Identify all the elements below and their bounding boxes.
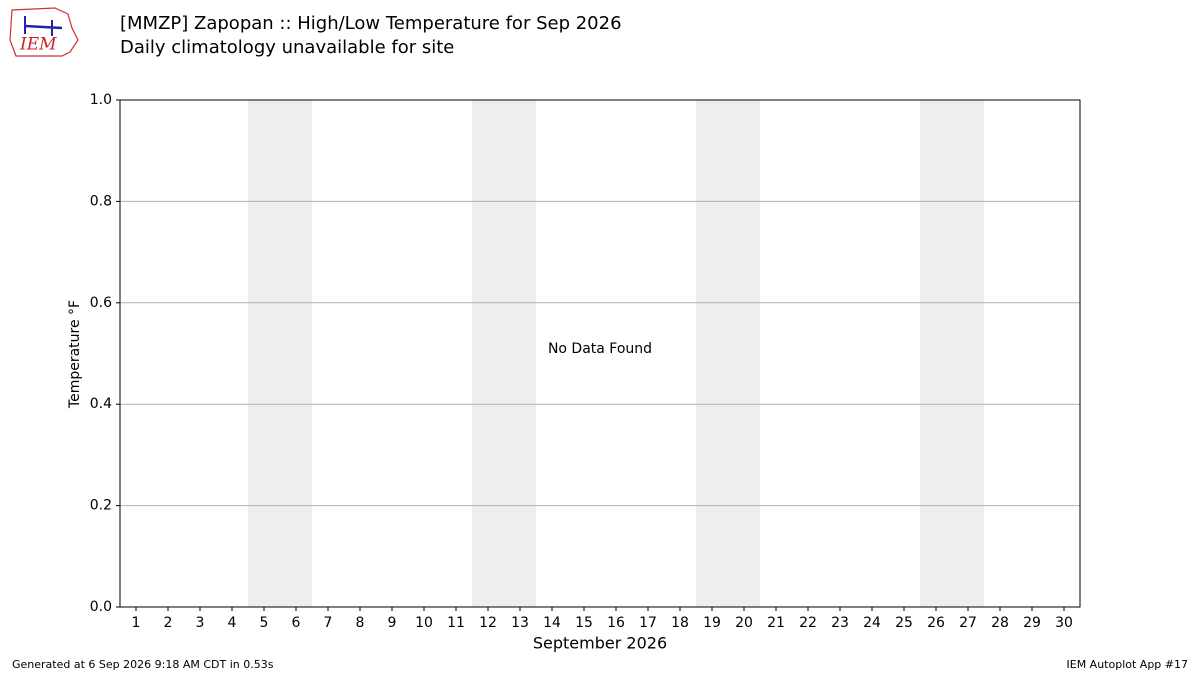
x-axis-label: September 2026 xyxy=(533,634,667,653)
y-tick-label: 0.4 xyxy=(90,396,112,412)
x-tick-label: 30 xyxy=(1055,615,1073,631)
x-tick-label: 22 xyxy=(799,615,817,631)
footer-left: Generated at 6 Sep 2026 9:18 AM CDT in 0… xyxy=(12,658,274,671)
x-tick-label: 6 xyxy=(292,615,301,631)
x-tick-label: 28 xyxy=(991,615,1009,631)
weekend-shade xyxy=(920,100,984,607)
x-tick-label: 13 xyxy=(511,615,529,631)
x-tick-label: 18 xyxy=(671,615,689,631)
x-tick-label: 5 xyxy=(260,615,269,631)
x-tick-label: 12 xyxy=(479,615,497,631)
x-tick-label: 3 xyxy=(196,615,205,631)
chart-title: [MMZP] Zapopan :: High/Low Temperature f… xyxy=(120,13,622,34)
x-tick-label: 4 xyxy=(228,615,237,631)
x-tick-label: 24 xyxy=(863,615,881,631)
footer-right: IEM Autoplot App #17 xyxy=(1067,658,1189,671)
x-tick-label: 7 xyxy=(324,615,333,631)
x-tick-label: 20 xyxy=(735,615,753,631)
y-tick-label: 0.6 xyxy=(90,295,112,311)
x-tick-label: 29 xyxy=(1023,615,1041,631)
weekend-shade xyxy=(696,100,760,607)
x-tick-label: 19 xyxy=(703,615,721,631)
x-tick-label: 15 xyxy=(575,615,593,631)
x-tick-label: 1 xyxy=(132,615,141,631)
y-tick-label: 1.0 xyxy=(90,92,112,108)
x-tick-label: 16 xyxy=(607,615,625,631)
x-tick-label: 17 xyxy=(639,615,657,631)
x-tick-label: 26 xyxy=(927,615,945,631)
x-tick-label: 9 xyxy=(388,615,397,631)
x-tick-label: 2 xyxy=(164,615,173,631)
x-tick-label: 14 xyxy=(543,615,561,631)
y-axis-label: Temperature °F xyxy=(67,300,83,409)
x-tick-label: 23 xyxy=(831,615,849,631)
x-tick-label: 25 xyxy=(895,615,913,631)
weekend-shade xyxy=(248,100,312,607)
chart-subtitle: Daily climatology unavailable for site xyxy=(120,37,454,58)
y-tick-label: 0.8 xyxy=(90,193,112,209)
x-tick-label: 10 xyxy=(415,615,433,631)
weekend-shade xyxy=(472,100,536,607)
plot-area: 0.00.20.40.60.81.01 2 3 4 5 6 7 8 9 10 11 12 13 14 15 1… xyxy=(90,92,1081,631)
y-tick-label: 0.2 xyxy=(90,498,112,514)
x-tick-label: 27 xyxy=(959,615,977,631)
plot-frame xyxy=(119,99,1081,608)
x-tick-label: 21 xyxy=(767,615,785,631)
annotation: No Data Found xyxy=(548,341,652,357)
y-tick-label: 0.0 xyxy=(90,599,112,615)
logo-text: IEM xyxy=(19,35,57,55)
logo: IEM xyxy=(9,7,79,57)
x-tick-label: 11 xyxy=(447,615,465,631)
x-tick-label: 8 xyxy=(356,615,365,631)
